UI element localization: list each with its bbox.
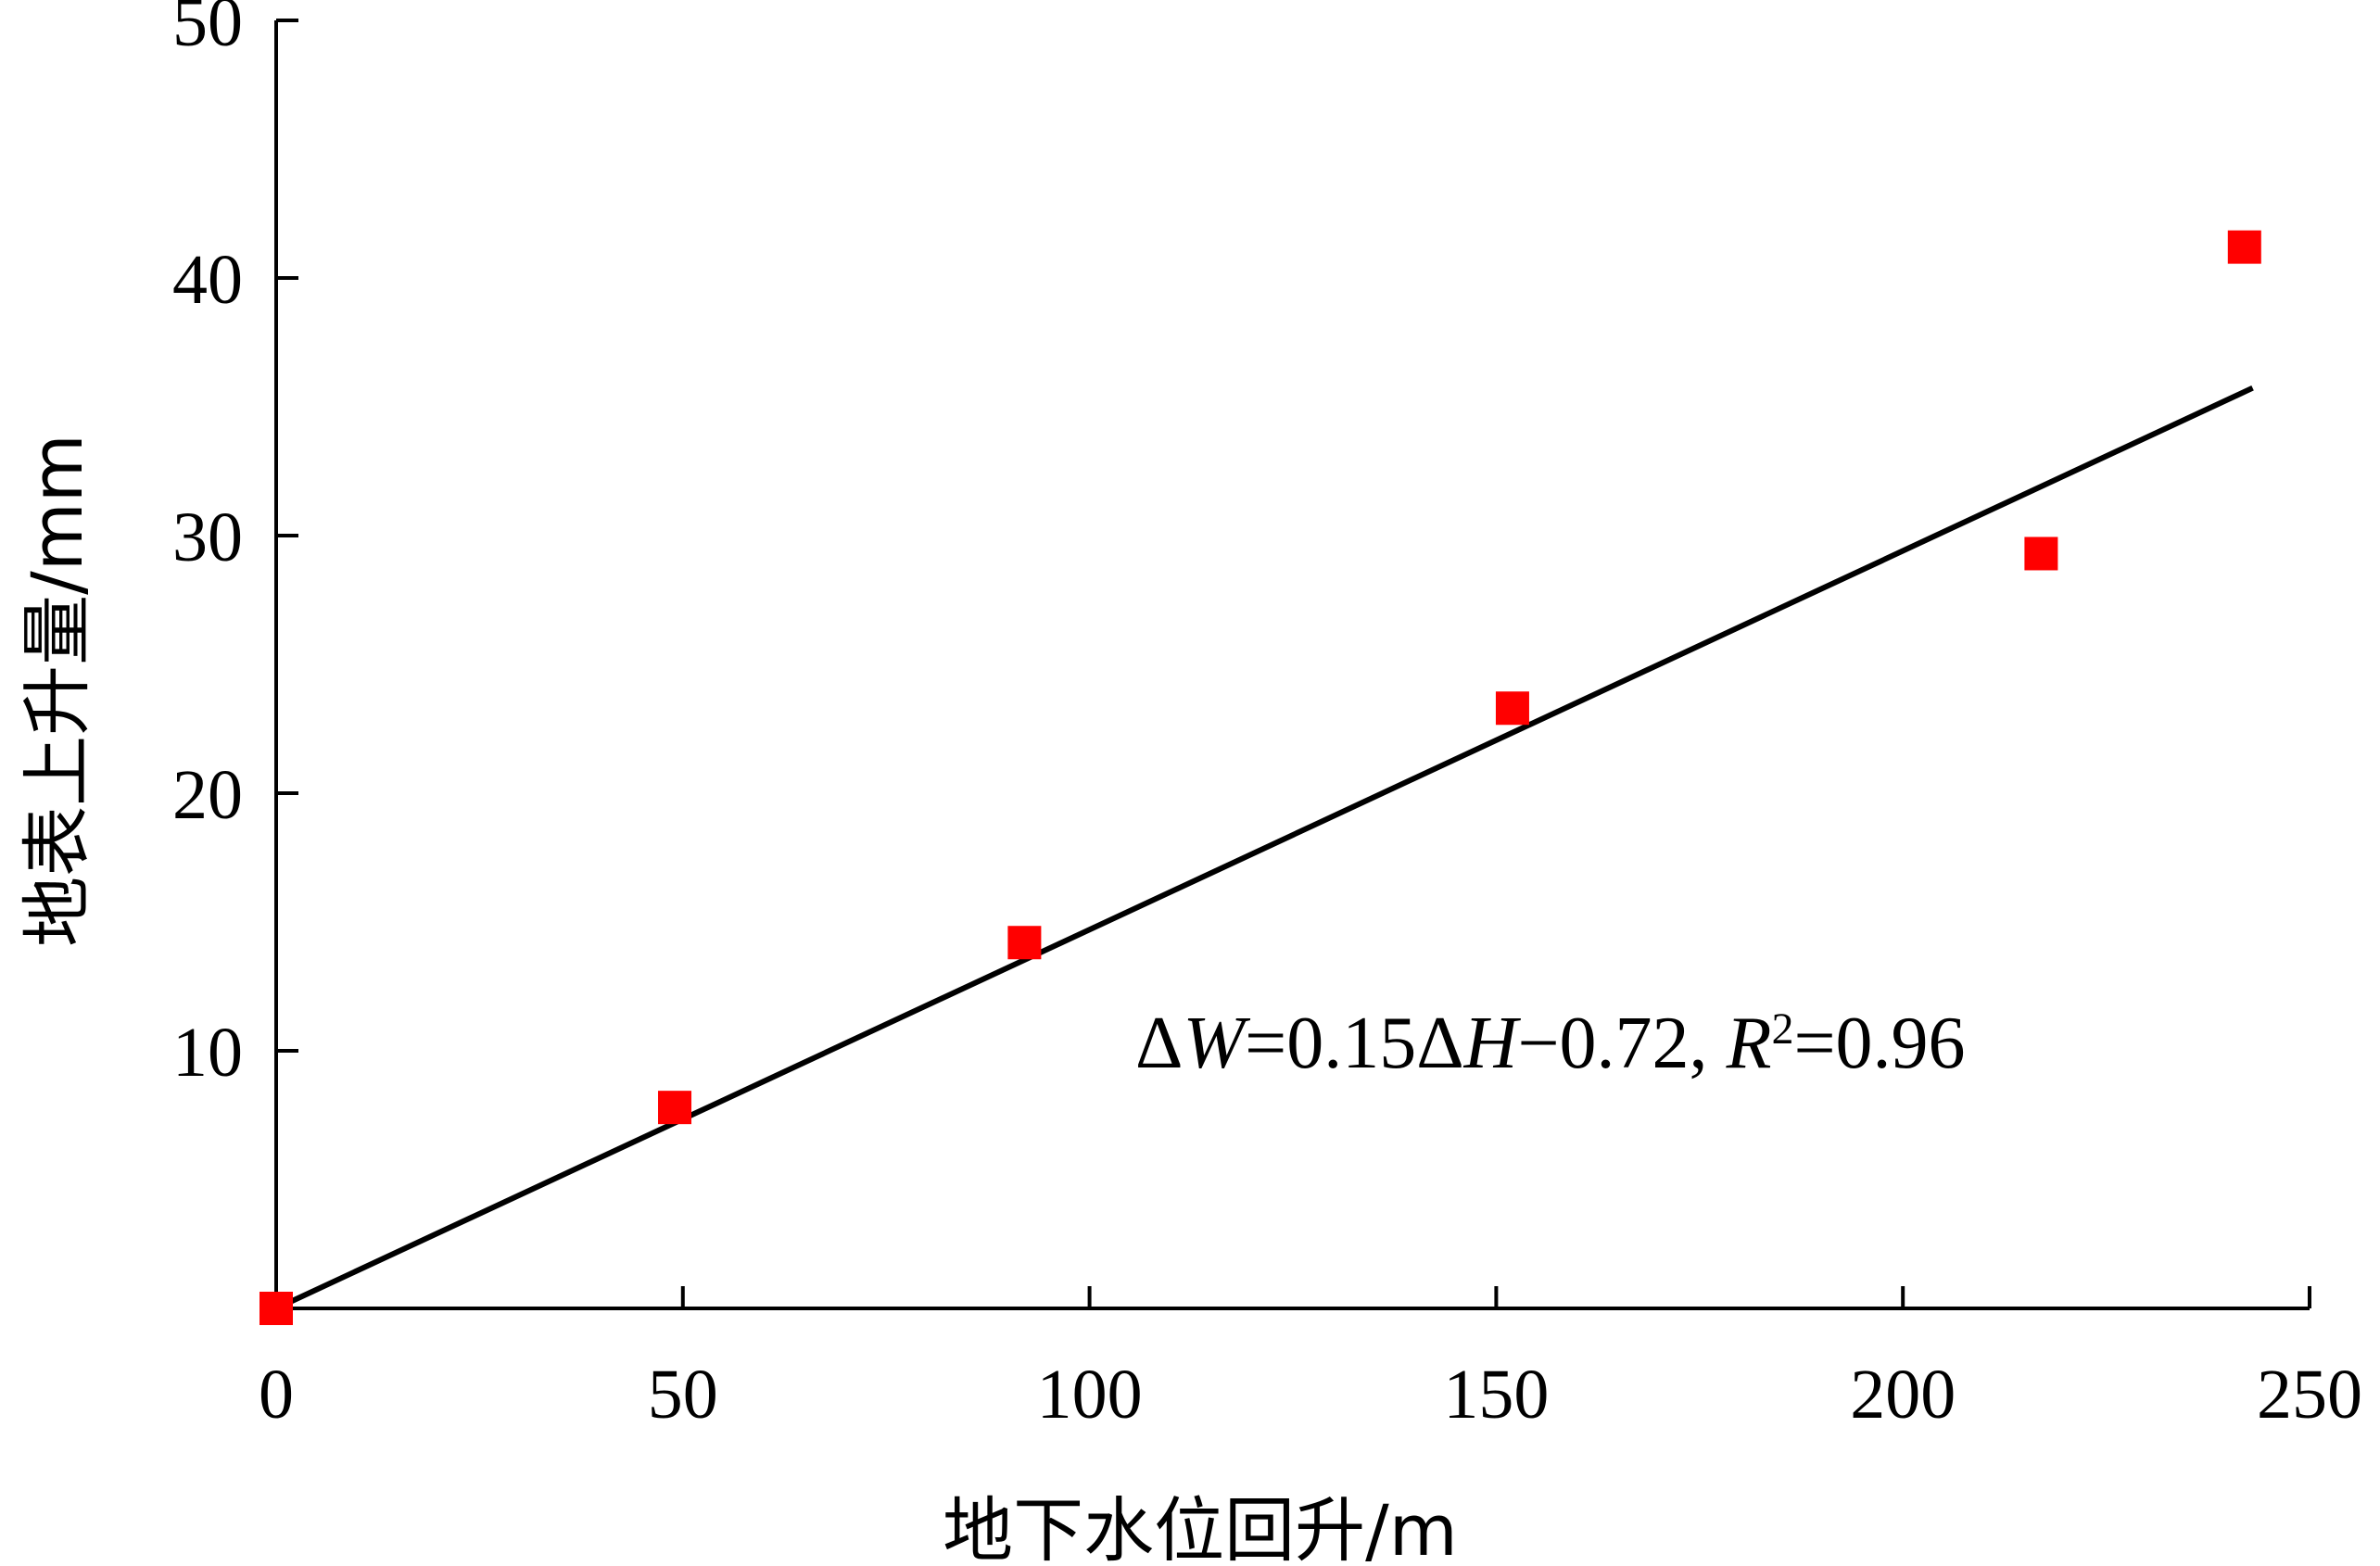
eq-var-w: W: [1183, 1003, 1250, 1084]
x-tick-label: 250: [2257, 1356, 2362, 1433]
eq-var-r: R: [1726, 1003, 1772, 1084]
data-point: [1495, 691, 1529, 726]
y-tick-label: 20: [172, 756, 243, 834]
data-point: [1007, 926, 1042, 960]
eq-intercept: −0.72,: [1517, 1003, 1726, 1084]
fit-layer: [274, 385, 2254, 1311]
y-ticks: 10 20 30 40 50: [172, 0, 298, 1092]
eq-r2-value: =0.96: [1793, 1003, 1965, 1084]
axes: [274, 20, 2310, 1310]
data-point: [658, 1091, 692, 1125]
x-tick-label: 100: [1037, 1356, 1143, 1433]
y-tick-label: 50: [172, 0, 243, 61]
data-points: [260, 230, 2261, 1325]
eq-var-h: H: [1463, 1003, 1522, 1084]
x-tick-label: 50: [648, 1356, 718, 1433]
x-axis-label: 地下水位回升/m: [943, 1489, 1458, 1566]
fit-line: [274, 385, 2254, 1311]
x-tick-label: 200: [1850, 1356, 1956, 1433]
y-tick-label: 10: [172, 1014, 243, 1092]
eq-coef: =0.15Δ: [1245, 1003, 1464, 1084]
data-point: [2227, 230, 2261, 264]
eq-delta-w: Δ: [1135, 1003, 1183, 1084]
y-axis-label: 地表上升量/mm: [16, 434, 98, 947]
eq-superscript: 2: [1771, 1004, 1793, 1054]
y-tick-label: 40: [172, 241, 243, 319]
data-point: [2024, 537, 2058, 571]
y-tick-label: 30: [172, 499, 243, 576]
regression-equation: ΔW=0.15ΔH−0.72, R2=0.96: [1135, 1003, 1966, 1084]
x-tick-label: 0: [259, 1356, 294, 1433]
x-ticks: 0 50 100 150 200 250: [259, 1286, 2362, 1433]
x-tick-label: 150: [1443, 1356, 1549, 1433]
data-point: [260, 1292, 293, 1325]
